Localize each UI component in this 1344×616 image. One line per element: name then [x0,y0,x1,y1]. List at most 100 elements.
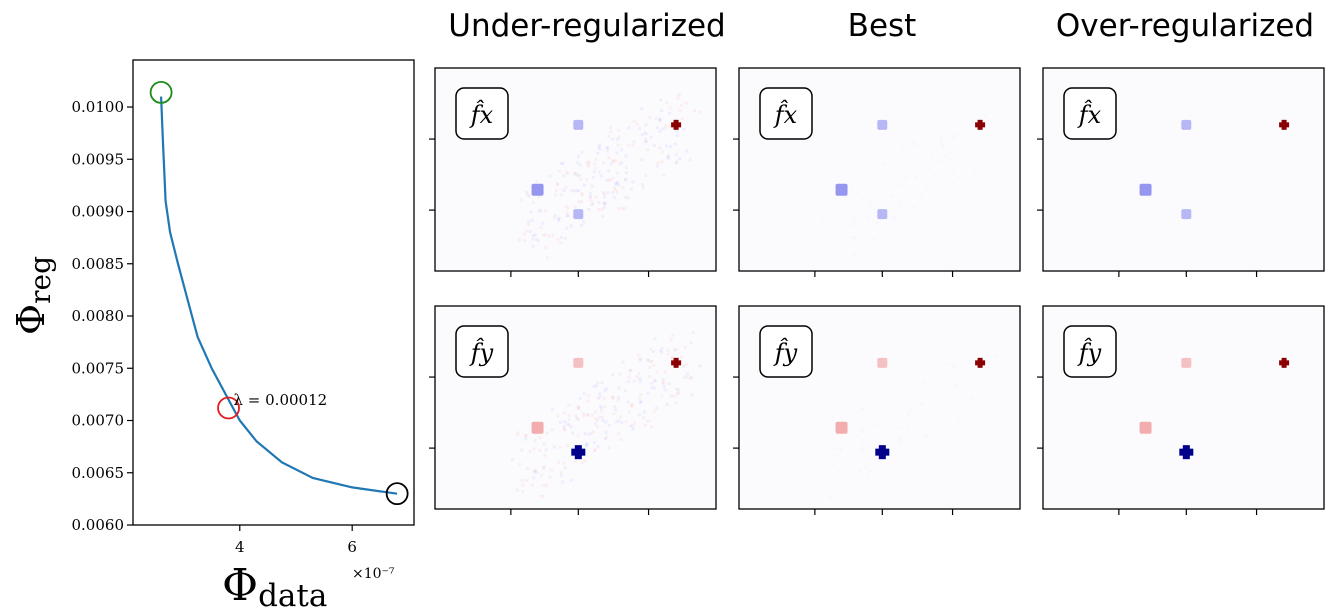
noise-pixel [603,437,607,441]
noise-pixel [602,192,606,196]
noise-pixel [617,162,621,166]
noise-pixel [658,146,662,150]
noise-pixel [689,158,692,162]
noise-pixel [632,119,636,123]
noise-pixel [967,356,971,359]
noise-pixel [591,176,595,179]
noise-pixel [898,200,902,204]
noise-pixel [908,184,912,188]
noise-pixel [953,382,957,386]
x-tick-label: 6 [347,538,357,556]
noise-pixel [611,395,615,399]
y-tick-label: 0.0080 [72,307,125,325]
noise-pixel [521,483,525,487]
noise-pixel [597,145,601,149]
source-spot [673,119,679,130]
noise-pixel [624,177,628,181]
noise-pixel [596,151,600,155]
noise-pixel [861,450,865,454]
noise-pixel [682,128,686,132]
noise-pixel [884,172,887,176]
noise-pixel [676,388,680,392]
noise-region [517,93,702,260]
noise-pixel [925,435,928,438]
noise-pixel [628,410,632,414]
noise-pixel [539,494,543,498]
noise-pixel [578,396,582,400]
noise-pixel [520,448,524,452]
noise-pixel [861,442,865,446]
noise-pixel [528,230,532,233]
noise-pixel [594,195,598,199]
noise-pixel [822,459,826,463]
noise-pixel [544,448,548,452]
noise-pixel [639,392,643,396]
noise-pixel [677,93,681,97]
noise-pixel [614,188,617,192]
noise-pixel [611,373,615,377]
noise-pixel [648,115,652,119]
noise-pixel [946,373,950,377]
x-tick-label: 4 [235,538,245,556]
y-tick-label: 0.0095 [72,150,125,168]
noise-pixel [523,434,527,438]
noise-pixel [541,494,545,498]
highlight-marker [149,80,173,104]
noise-pixel [559,162,563,165]
noise-pixel [855,434,858,438]
noise-pixel [538,436,542,440]
noise-pixel [658,130,662,134]
noise-pixel [600,381,604,385]
noise-pixel [888,398,892,402]
noise-pixel [552,445,556,449]
noise-pixel [604,420,608,424]
noise-pixel [994,354,998,358]
noise-pixel [641,416,645,420]
noise-pixel [602,396,606,400]
source-spot [1181,119,1192,130]
noise-pixel [543,454,547,457]
noise-pixel [547,234,551,238]
noise-pixel [609,126,613,130]
noise-pixel [983,114,987,118]
noise-pixel [614,182,618,186]
noise-pixel [685,149,689,153]
noise-pixel [684,101,688,105]
noise-pixel [646,419,650,423]
noise-pixel [677,391,681,395]
noise-pixel [590,203,594,207]
noise-pixel [970,120,974,124]
noise-pixel [586,160,590,164]
noise-pixel [526,467,529,470]
noise-pixel [541,233,545,237]
noise-pixel [550,428,554,432]
noise-pixel [564,204,568,208]
noise-pixel [609,178,613,182]
noise-pixel [939,138,943,142]
noise-pixel [561,161,565,165]
noise-pixel [641,186,645,190]
noise-pixel [597,201,601,204]
noise-pixel [855,191,859,195]
noise-pixel [566,444,569,448]
noise-pixel [936,131,939,135]
noise-pixel [587,433,591,436]
noise-pixel [895,206,899,210]
noise-pixel [621,185,625,189]
noise-pixel [624,154,628,158]
panel-label-box [759,87,813,140]
noise-pixel [613,186,617,190]
noise-pixel [601,214,605,218]
noise-pixel [570,189,574,193]
noise-pixel [617,396,621,400]
noise-pixel [614,408,618,412]
noise-pixel [587,394,591,398]
noise-pixel [688,377,692,381]
noise-pixel [865,446,868,450]
noise-pixel [980,147,984,151]
noise-pixel [974,171,977,175]
source-spot [573,357,584,368]
noise-pixel [673,142,677,146]
heatmap-panel: f̂y [1037,305,1325,515]
noise-pixel [896,380,900,384]
